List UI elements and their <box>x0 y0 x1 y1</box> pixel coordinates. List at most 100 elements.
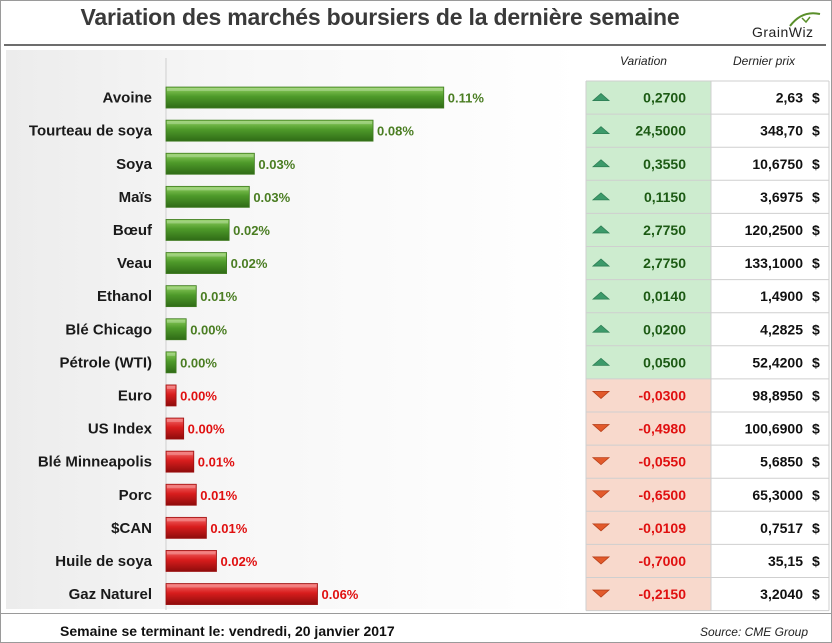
price-cell <box>711 213 829 247</box>
down-arrow-icon <box>591 556 611 565</box>
last-price-value: 10,6750 <box>752 156 803 172</box>
variation-value: 0,0500 <box>643 354 686 370</box>
variation-cell <box>586 378 711 412</box>
currency-symbol: $ <box>812 189 820 205</box>
currency-symbol: $ <box>812 387 820 403</box>
bar <box>165 550 217 572</box>
price-column-header: Dernier prix <box>733 54 796 68</box>
category-label: Blé Minneapolis <box>38 454 152 471</box>
logo-swoosh-icon <box>789 12 821 27</box>
bar-highlight <box>167 154 254 158</box>
currency-symbol: $ <box>812 156 820 172</box>
variation-value: 2,7750 <box>643 222 686 238</box>
currency-symbol: $ <box>812 520 820 536</box>
bar-highlight <box>167 352 176 356</box>
category-label: $CAN <box>111 520 152 537</box>
price-cell <box>711 544 829 578</box>
data-label: 0.02% <box>233 223 270 238</box>
variation-value: -0,0300 <box>639 387 687 403</box>
variation-cell <box>586 345 711 379</box>
footer-divider <box>0 613 832 614</box>
variation-value: -0,0109 <box>639 520 687 536</box>
up-arrow-icon <box>591 258 611 267</box>
variation-cell <box>586 279 711 313</box>
bar <box>165 219 230 241</box>
bar <box>165 516 207 539</box>
up-arrow-icon <box>591 357 611 366</box>
variation-value: 0,1150 <box>644 189 686 205</box>
last-price-value: 0,7517 <box>760 520 803 536</box>
bar-highlight <box>167 485 196 489</box>
data-label: 0.02% <box>231 256 268 271</box>
bar-highlight <box>167 584 317 588</box>
bar-highlight <box>167 419 183 423</box>
variation-column-header: Variation <box>620 54 667 68</box>
logo-text: GrainWiz <box>752 24 814 40</box>
variation-value: 2,7750 <box>643 255 686 271</box>
last-price-value: 35,15 <box>768 553 803 569</box>
last-price-value: 100,6900 <box>745 421 804 437</box>
price-cell <box>711 577 829 611</box>
category-label: Avoine <box>103 90 152 107</box>
data-label: 0.08% <box>377 124 414 139</box>
bar <box>165 483 197 506</box>
last-price-value: 133,1000 <box>745 255 804 271</box>
bar-highlight <box>167 385 176 389</box>
price-cell <box>711 81 829 115</box>
variation-value: -0,4980 <box>639 421 687 437</box>
last-price-value: 52,4200 <box>752 354 803 370</box>
bar <box>165 318 187 341</box>
currency-symbol: $ <box>812 222 820 238</box>
data-label: 0.03% <box>253 190 290 205</box>
source-label: Source: CME Group <box>699 625 808 639</box>
category-label: Veau <box>117 255 152 272</box>
down-arrow-icon <box>591 457 611 466</box>
bar <box>165 417 185 440</box>
price-cell <box>711 246 829 280</box>
up-arrow-icon <box>591 159 611 168</box>
up-arrow-icon <box>591 291 611 300</box>
data-label: 0.03% <box>258 157 295 172</box>
week-label: Semaine se terminant le: vendredi, 20 ja… <box>60 623 395 639</box>
price-cell <box>711 114 829 148</box>
bar-highlight <box>167 88 443 92</box>
currency-symbol: $ <box>812 586 820 602</box>
category-label: Maïs <box>119 189 152 206</box>
data-label: 0.01% <box>198 455 235 470</box>
price-cell <box>711 180 829 214</box>
last-price-value: 98,8950 <box>752 387 803 403</box>
variation-cell <box>586 213 711 247</box>
data-label: 0.01% <box>200 488 237 503</box>
variation-value: 0,2700 <box>643 90 686 106</box>
price-cell <box>711 511 829 545</box>
variation-cell <box>586 412 711 446</box>
category-label: Ethanol <box>97 288 152 305</box>
variation-value: 0,3550 <box>643 156 686 172</box>
bar <box>165 351 177 374</box>
bar-highlight <box>167 220 229 224</box>
down-arrow-icon <box>591 523 611 532</box>
category-label: Bœuf <box>113 222 153 239</box>
currency-symbol: $ <box>812 553 820 569</box>
variation-cell <box>586 147 711 181</box>
bar-chart: Avoine 0.11% 0,2700 2,63 $ Tourteau de soya 0.… <box>29 58 830 612</box>
bar-highlight <box>167 452 193 456</box>
category-label: Pétrole (WTI) <box>60 354 153 371</box>
price-cell <box>711 412 829 446</box>
bar <box>165 119 374 142</box>
variation-cell <box>586 511 711 545</box>
currency-symbol: $ <box>812 288 820 304</box>
bar-highlight <box>167 253 226 257</box>
currency-symbol: $ <box>812 454 820 470</box>
last-price-value: 65,3000 <box>752 487 803 503</box>
price-cell <box>711 378 829 412</box>
bar <box>165 86 445 109</box>
variation-cell <box>586 544 711 578</box>
last-price-value: 4,2825 <box>760 321 803 337</box>
bar <box>165 185 250 208</box>
category-label: US Index <box>88 421 153 438</box>
variation-value: 0,0140 <box>643 288 686 304</box>
category-label: Tourteau de soya <box>29 123 153 140</box>
bar <box>165 285 197 308</box>
variation-cell <box>586 312 711 346</box>
